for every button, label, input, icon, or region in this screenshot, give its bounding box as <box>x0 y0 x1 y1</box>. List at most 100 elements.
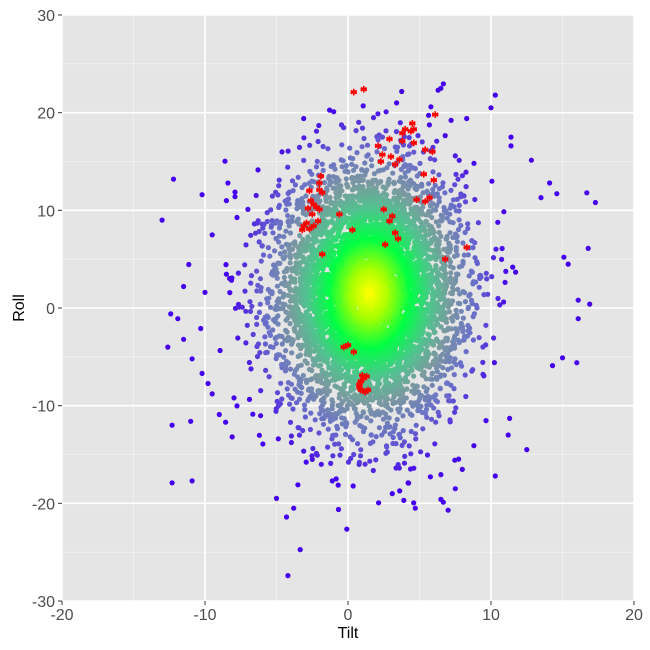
data-point <box>362 160 368 166</box>
data-point <box>446 309 453 315</box>
data-point <box>430 358 437 364</box>
data-point <box>382 383 388 390</box>
data-point <box>373 434 379 440</box>
data-point <box>459 173 465 179</box>
data-point <box>381 146 388 152</box>
data-point <box>335 194 341 200</box>
data-point <box>436 172 442 178</box>
data-point <box>292 182 298 188</box>
data-point <box>284 265 290 272</box>
data-point <box>277 251 283 257</box>
data-point <box>452 409 458 415</box>
data-point <box>501 299 507 305</box>
data-point <box>574 360 580 366</box>
data-point <box>227 290 233 296</box>
data-point <box>394 416 400 423</box>
data-point <box>424 402 430 408</box>
data-point <box>189 478 195 484</box>
data-point <box>289 178 296 184</box>
data-point <box>489 178 495 184</box>
data-point <box>248 280 254 286</box>
data-point <box>436 195 442 201</box>
data-point <box>432 182 438 188</box>
data-point <box>410 382 416 388</box>
data-point <box>333 476 339 482</box>
data-point <box>287 419 294 425</box>
data-point <box>471 160 477 166</box>
data-point <box>460 315 466 321</box>
data-point <box>339 164 345 170</box>
data-point <box>265 314 271 320</box>
data-point <box>448 117 454 123</box>
data-point <box>446 398 452 404</box>
data-point <box>310 445 316 452</box>
data-point <box>391 181 397 187</box>
data-point <box>454 196 460 202</box>
data-point <box>267 253 273 259</box>
data-point <box>436 345 442 351</box>
data-point <box>254 353 261 360</box>
data-point <box>304 360 310 366</box>
data-point <box>503 268 509 274</box>
data-point <box>430 394 436 400</box>
data-point <box>277 288 283 295</box>
data-point <box>287 255 294 261</box>
data-point <box>199 370 205 376</box>
data-point <box>243 308 249 314</box>
data-point <box>170 176 177 182</box>
data-point <box>281 274 287 281</box>
data-point <box>421 384 427 390</box>
data-point <box>450 234 456 241</box>
data-point <box>395 406 401 412</box>
data-point <box>340 406 346 412</box>
data-point <box>423 219 429 225</box>
data-point <box>256 228 262 235</box>
data-point <box>382 428 388 435</box>
data-point <box>327 107 333 113</box>
data-point <box>329 412 335 418</box>
data-point <box>282 302 288 308</box>
data-point <box>477 275 483 282</box>
data-point <box>462 299 468 305</box>
data-point <box>295 482 301 488</box>
data-point <box>358 447 364 453</box>
data-point <box>407 466 414 472</box>
data-point <box>524 447 530 453</box>
data-point <box>367 458 373 464</box>
data-point <box>454 239 460 245</box>
data-point <box>367 407 373 413</box>
data-point <box>273 340 279 347</box>
data-point <box>451 372 457 378</box>
data-point <box>326 211 332 217</box>
data-point <box>481 292 487 298</box>
data-point <box>390 170 396 176</box>
data-point <box>297 233 303 239</box>
data-point <box>175 316 181 322</box>
data-point <box>335 482 341 488</box>
data-point <box>417 160 423 166</box>
data-point <box>368 418 374 424</box>
data-point <box>353 164 359 170</box>
data-point <box>408 400 414 406</box>
data-point <box>402 170 408 176</box>
data-point <box>429 382 435 388</box>
data-point <box>301 402 308 408</box>
data-point <box>549 363 556 369</box>
data-point <box>264 218 270 225</box>
data-point <box>320 421 327 427</box>
data-point <box>351 381 357 387</box>
data-point <box>507 415 513 421</box>
data-point <box>188 418 194 424</box>
data-point <box>491 335 497 341</box>
data-point <box>460 337 466 343</box>
data-point <box>433 419 439 425</box>
data-point <box>355 441 361 447</box>
data-point <box>275 321 281 327</box>
data-point <box>302 182 308 188</box>
data-point <box>456 157 462 163</box>
data-point <box>264 349 270 355</box>
data-point <box>476 284 482 290</box>
data-point <box>276 225 282 231</box>
data-point <box>329 397 335 403</box>
